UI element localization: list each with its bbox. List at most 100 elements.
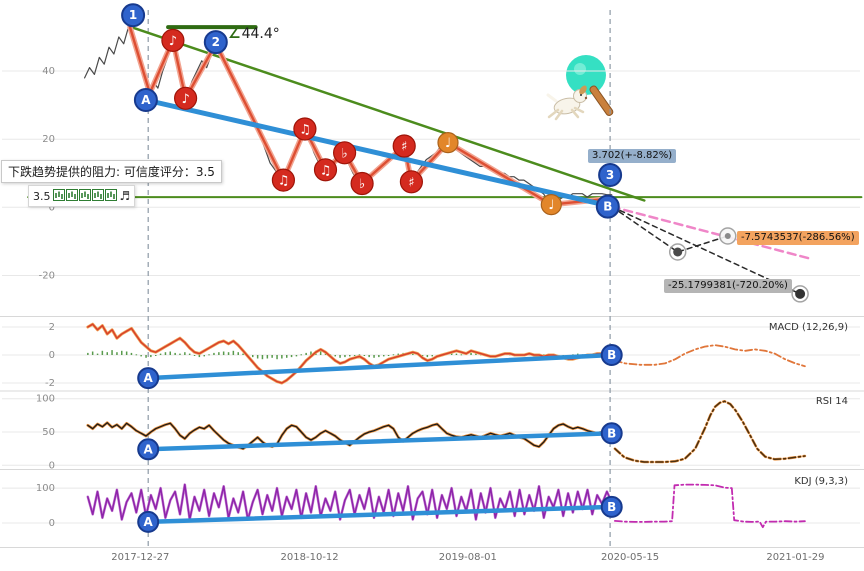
anchor-marker-B[interactable] [600,422,623,445]
target-low-label[interactable]: -25.1799381(-720.20%) [664,279,792,293]
macd-hist-bar [397,353,399,355]
note-icon: ♫ [320,163,332,178]
projection-endpoint-dot[interactable] [673,247,683,257]
dog-ear [579,85,587,95]
projection-endpoint-ring[interactable] [791,285,809,303]
wave-note-marker[interactable] [540,194,562,216]
anchor-label: A [144,515,154,529]
wave-note-marker[interactable] [392,134,416,158]
anchor-label: B [607,426,616,440]
current-price-label[interactable]: 3.702(+-8.82%) [588,149,677,163]
macd-hist-bar [349,355,351,357]
macd-hist-bar [121,350,123,355]
macd-hist-bar [577,353,579,355]
anchor-label: A [144,442,154,456]
note-icon: ♪ [169,34,177,49]
wave-note-marker[interactable] [333,141,357,165]
anchor-label: B [603,200,612,214]
anchor-marker-B[interactable] [595,194,620,219]
ab-trendline [145,352,614,381]
macd-hist-bar [334,355,336,357]
macd-hist-bar [198,355,201,358]
downtrend-line [128,25,646,202]
macd-hist-bar [159,353,162,355]
ab-trendline [145,431,614,452]
macd-hist-bar [319,351,322,355]
macd-hist-bar [460,354,463,356]
macd-hist-bar [125,351,128,355]
anchor-label: 1 [129,8,137,22]
anchor-marker-A[interactable] [137,510,160,533]
macd-hist-bar [203,355,205,357]
rsi-line [87,422,613,450]
anchor-marker-B[interactable] [600,495,623,518]
x-axis-label: 2019-08-01 [439,552,497,563]
macd-hist-bar [290,355,293,358]
wave-note-marker[interactable] [293,117,317,141]
anchor-marker-B[interactable] [600,344,623,366]
y-axis-tick: 20 [42,134,55,145]
projection-endpoint-ring[interactable] [668,243,687,261]
dog-legs [547,106,585,121]
anchor-label: A [141,93,151,107]
wave-note-marker[interactable] [350,171,374,196]
x-axis-label: 2018-10-12 [281,552,339,563]
macd-hist-bar [383,355,385,357]
note-icon: ♯ [408,175,414,190]
macd-hist-bar [169,351,171,355]
candle-icon [104,188,117,204]
wave-note-marker[interactable] [271,168,295,192]
macd-hist-bar [237,352,239,355]
macd-hist-bar [286,355,288,358]
anchor-marker-A[interactable] [137,438,160,461]
wave-note-marker[interactable] [399,170,423,194]
ab-trendline [143,97,611,209]
macd-hist-bar [455,353,458,355]
anchor-marker-2[interactable] [203,30,228,55]
target-mid-label[interactable]: -7.5743537(-286.56%) [737,231,859,245]
candle-icon [91,188,104,204]
macd-projection [614,344,806,368]
macd-hist-bar [150,355,152,358]
anchor-marker-A[interactable] [137,367,160,390]
projection-endpoint-dot[interactable] [724,233,731,239]
y-axis-tick: 0 [49,460,55,471]
projection-endpoint-dot[interactable] [795,288,806,299]
macd-hist-bar [266,355,269,359]
dog-eye [580,94,582,96]
anchor-label: 3 [606,168,614,182]
wave-note-marker[interactable] [313,158,338,182]
macd-hist-bar [227,352,230,355]
macd-hist-bar [96,353,99,355]
anchor-marker-3[interactable] [598,163,623,187]
wave-note-marker[interactable] [437,132,459,154]
macd-hist-bar [193,355,196,356]
macd-hist-bar [242,353,244,355]
macd-line [87,323,613,384]
dog-nose [584,96,588,100]
candle-icon [78,188,91,204]
wave-note-marker[interactable] [161,28,185,53]
x-axis-label: 2020-05-15 [601,552,659,563]
note-icon: ♭ [359,177,365,192]
note-icon: ♫ [299,123,311,138]
wave-note-marker[interactable] [174,86,198,110]
candle-icon [65,188,78,204]
macd-hist-bar [155,355,157,356]
macd-hist-bar [222,351,225,355]
macd-hist-bar [470,352,472,355]
trend-resistance-tooltip: 下跌趋势提供的阻力: 可信度评分：3.5 [1,160,222,183]
anchor-marker-1[interactable] [121,3,146,28]
macd-hist-bar [256,355,259,359]
macd-hist-bar [421,355,424,356]
macd-panel-label: MACD (12,26,9) [768,322,848,333]
macd-hist-bar [368,355,370,358]
confidence-badge: 3.5 ♬ [28,185,136,207]
macd-hist-bar [271,355,273,358]
note-icon: ♯ [401,140,407,155]
macd-hist-bar [310,351,312,355]
dog-tail [546,93,558,103]
anchor-marker-A[interactable] [133,88,158,112]
macd-hist-bar [213,352,215,355]
